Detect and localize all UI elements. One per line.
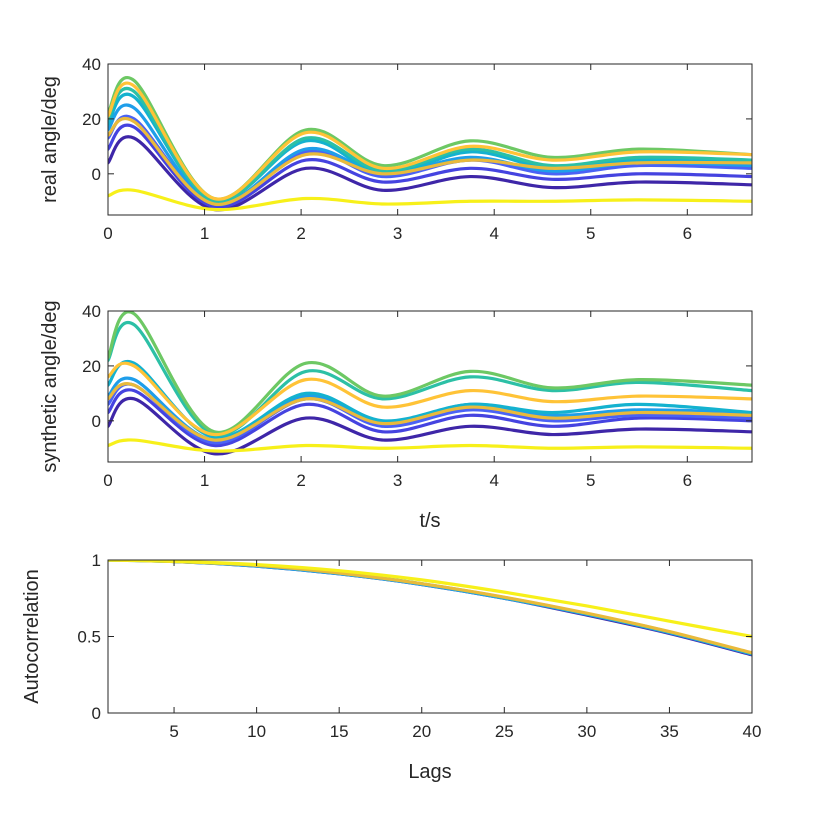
x-tick-label: 10 <box>247 722 266 741</box>
x-axis-label: Lags <box>408 761 451 783</box>
x-tick-label: 0 <box>103 224 112 243</box>
x-tick-label: 4 <box>489 471 498 490</box>
x-tick-label: 4 <box>489 224 498 243</box>
x-tick-label: 5 <box>169 722 178 741</box>
x-tick-label: 40 <box>743 722 762 741</box>
chart-panel-3: 5 10 15 20 25 30 35 40 0 0.5 1 Autocorrelation Lags <box>21 551 761 783</box>
series-line-s7 <box>108 311 752 434</box>
x-tick-label: 3 <box>393 471 402 490</box>
series-line-s10 <box>108 438 752 453</box>
axes-box <box>107 310 753 463</box>
x-tick-label: 1 <box>200 224 209 243</box>
series-line-s8 <box>108 361 752 437</box>
x-tick-label: 30 <box>577 722 596 741</box>
series-line-s2 <box>108 388 752 448</box>
x-tick-label: 5 <box>586 471 595 490</box>
axes-box <box>107 63 753 216</box>
y-axis-label: Autocorrelation <box>21 569 43 704</box>
series-line-s1 <box>108 560 752 657</box>
x-tick-label: 2 <box>296 224 305 243</box>
series-line-s10 <box>108 188 752 212</box>
series-line-s9 <box>108 117 752 206</box>
series-line-s9 <box>108 382 752 442</box>
y-tick-label: 0.5 <box>77 628 101 647</box>
x-tick-label: 0 <box>103 471 112 490</box>
series-line-s2 <box>108 560 752 656</box>
series-line-s8 <box>108 81 752 201</box>
y-tick-label: 20 <box>82 110 101 129</box>
series-group <box>108 311 752 456</box>
x-tick-label: 5 <box>586 224 595 243</box>
y-axis-label: synthetic angle/deg <box>39 300 61 472</box>
series-line-s1 <box>108 396 752 456</box>
x-tick-label: 15 <box>330 722 349 741</box>
y-tick-label: 40 <box>82 55 101 74</box>
series-line-s6 <box>108 320 752 437</box>
x-tick-label: 20 <box>412 722 431 741</box>
x-tick-label: 2 <box>296 471 305 490</box>
x-tick-label: 3 <box>393 224 402 243</box>
series-group <box>108 560 752 657</box>
y-tick-label: 0 <box>92 704 101 723</box>
x-tick-label: 6 <box>683 224 692 243</box>
series-line-s4 <box>108 103 752 207</box>
y-axis-label: real angle/deg <box>39 76 61 203</box>
y-tick-label: 1 <box>92 551 101 570</box>
series-line-s2 <box>108 123 752 209</box>
x-axis-label: t/s <box>419 510 440 532</box>
series-line-s7 <box>108 76 752 201</box>
chart-panel-2: 0 1 2 3 4 5 6 0 20 40 synthetic angle/deg t/s <box>39 300 753 532</box>
series-group <box>108 76 752 212</box>
series-line-s4 <box>108 560 752 655</box>
x-tick-label: 1 <box>200 471 209 490</box>
x-tick-label: 35 <box>660 722 679 741</box>
y-tick-label: 40 <box>82 302 101 321</box>
x-tick-label: 6 <box>683 471 692 490</box>
y-tick-label: 0 <box>92 165 101 184</box>
y-tick-label: 0 <box>92 412 101 431</box>
chart-panel-1: 0 1 2 3 4 5 6 0 20 40 real angle/deg <box>39 55 753 243</box>
series-line-s6 <box>108 87 752 204</box>
axes-box <box>107 559 753 714</box>
series-line-s5 <box>108 560 752 639</box>
x-tick-label: 25 <box>495 722 514 741</box>
y-tick-label: 20 <box>82 357 101 376</box>
series-line-s3 <box>108 560 752 655</box>
series-line-s1 <box>108 135 752 212</box>
